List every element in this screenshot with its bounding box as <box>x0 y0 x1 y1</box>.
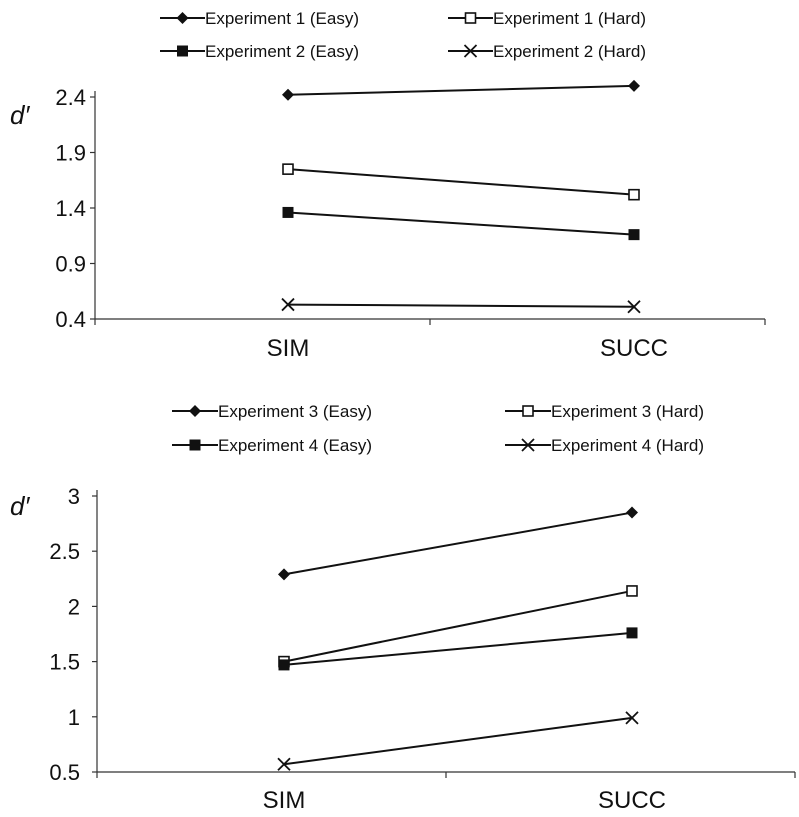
x-category-labels: SIM SUCC <box>263 787 666 814</box>
series-line-experiment-4-hard <box>283 716 633 766</box>
legend-entry-experiment-4-hard: Experiment 4 (Hard) <box>505 436 704 455</box>
series-line-experiment-3-easy <box>283 511 633 576</box>
legend-entry-experiment-2-hard: Experiment 2 (Hard) <box>448 42 646 61</box>
y-tick-label: 3 <box>68 484 80 509</box>
legend-marker-filled-square-icon <box>177 45 188 57</box>
y-tick-label: 2.4 <box>55 85 86 110</box>
x-category-label: SIM <box>263 787 306 814</box>
legend-label: Experiment 4 (Hard) <box>551 436 704 455</box>
legend-entry-experiment-1-easy: Experiment 1 (Easy) <box>160 9 359 28</box>
x-category-label: SUCC <box>600 335 668 362</box>
data-point-experiment-2-easy-succ <box>628 229 640 241</box>
legend-entry-experiment-3-easy: Experiment 3 (Easy) <box>172 402 372 421</box>
y-tick-label: 2 <box>68 594 80 619</box>
data-point-experiment-1-hard-sim <box>282 163 294 175</box>
legend-label: Experiment 3 (Hard) <box>551 402 704 421</box>
legend-label: Experiment 2 (Easy) <box>205 42 359 61</box>
legend-marker-x-icon <box>463 44 478 58</box>
legend-label: Experiment 2 (Hard) <box>493 42 646 61</box>
series-line-experiment-1-hard <box>287 168 635 196</box>
y-tick-labels: 3 2.5 2 1.5 1 0.5 <box>49 484 80 785</box>
data-point-experiment-2-easy-sim <box>282 206 294 218</box>
data-point-experiment-3-easy-succ <box>626 506 638 519</box>
series-line-experiment-1-easy <box>287 84 635 96</box>
top-legend: Experiment 1 (Easy) Experiment 1 (Hard) … <box>160 9 646 61</box>
legend-marker-open-square-icon <box>522 405 534 417</box>
series <box>281 79 641 314</box>
y-tick-label: 1.9 <box>55 141 86 166</box>
top-chart: Experiment 1 (Easy) Experiment 1 (Hard) … <box>10 9 766 362</box>
legend-marker-open-square-icon <box>464 12 477 24</box>
data-point-experiment-3-easy-sim <box>278 568 290 581</box>
data-point-experiment-4-easy-succ <box>626 627 638 639</box>
x-category-label: SUCC <box>598 787 666 814</box>
series <box>277 506 639 771</box>
data-point-experiment-1-hard-succ <box>628 188 640 201</box>
y-tick-label: 2.5 <box>49 539 80 564</box>
y-tick-label: 0.9 <box>55 252 86 277</box>
x-category-label: SIM <box>267 335 310 362</box>
axes <box>92 490 796 778</box>
legend-entry-experiment-4-easy: Experiment 4 (Easy) <box>172 436 372 455</box>
data-point-experiment-1-easy-sim <box>282 88 294 101</box>
legend-entry-experiment-2-easy: Experiment 2 (Easy) <box>160 42 359 61</box>
y-tick-label: 1.5 <box>49 650 80 675</box>
y-axis-label: d′ <box>10 100 30 130</box>
data-point-experiment-1-easy-succ <box>628 79 640 92</box>
series-line-experiment-2-easy <box>287 211 635 236</box>
legend-entry-experiment-3-hard: Experiment 3 (Hard) <box>505 402 704 421</box>
y-tick-label: 0.5 <box>49 760 80 785</box>
series-line-experiment-4-easy <box>283 631 633 666</box>
legend-label: Experiment 1 (Easy) <box>205 9 359 28</box>
data-point-experiment-4-hard-succ <box>625 711 639 725</box>
y-tick-label: 1.4 <box>55 196 86 221</box>
y-tick-label: 1 <box>68 705 80 730</box>
legend-label: Experiment 4 (Easy) <box>218 436 372 455</box>
y-axis-label: d′ <box>10 491 30 521</box>
x-category-labels: SIM SUCC <box>267 335 668 362</box>
series-line-experiment-2-hard <box>287 303 635 308</box>
bottom-legend: Experiment 3 (Easy) Experiment 3 (Hard) … <box>172 402 704 455</box>
data-point-experiment-4-easy-sim <box>278 659 290 671</box>
y-tick-label: 0.4 <box>55 307 86 332</box>
bottom-chart: Experiment 3 (Easy) Experiment 3 (Hard) … <box>10 402 796 814</box>
axes <box>90 91 766 325</box>
legend-marker-filled-square-icon <box>189 439 201 451</box>
legend-marker-x-icon <box>521 438 535 452</box>
series-line-experiment-3-hard <box>283 589 633 663</box>
legend-label: Experiment 1 (Hard) <box>493 9 646 28</box>
legend-marker-diamond-icon <box>176 12 189 24</box>
legend-label: Experiment 3 (Easy) <box>218 402 372 421</box>
legend-entry-experiment-1-hard: Experiment 1 (Hard) <box>448 9 646 28</box>
data-point-experiment-2-hard-sim <box>281 297 295 312</box>
data-point-experiment-3-hard-succ <box>626 585 638 597</box>
y-tick-labels: 2.4 1.9 1.4 0.9 0.4 <box>55 85 86 332</box>
legend-marker-diamond-icon <box>189 405 201 417</box>
data-point-experiment-4-hard-sim <box>277 757 291 771</box>
data-point-experiment-2-hard-succ <box>627 300 641 314</box>
